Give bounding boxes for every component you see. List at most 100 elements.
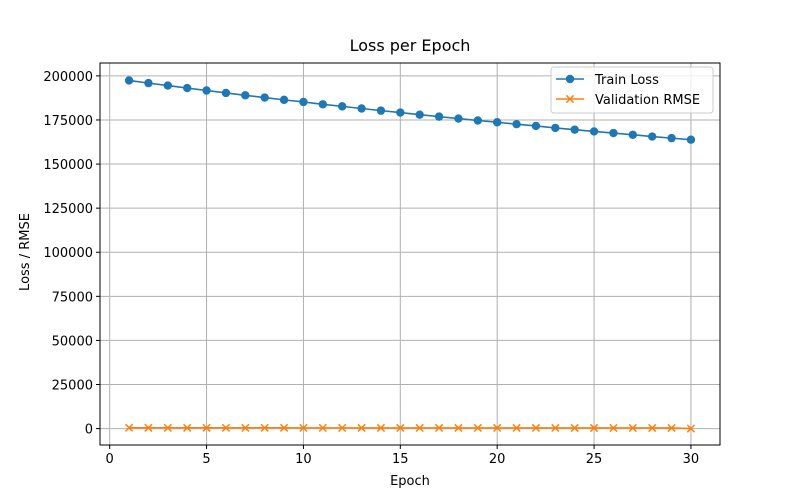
data-point-stroke: [299, 423, 308, 433]
data-point: [647, 132, 657, 141]
y-tick-label: 0: [85, 423, 93, 438]
data-point-stroke: [163, 423, 172, 432]
y-tick-label: 50000: [52, 334, 93, 349]
data-point-stroke: [221, 423, 231, 432]
data-point: [512, 423, 521, 433]
data-point-stroke: [589, 423, 599, 433]
data-point: [144, 423, 153, 432]
data-point-stroke: [648, 423, 657, 433]
x-tick-label: 15: [392, 452, 409, 467]
data-point-stroke: [124, 423, 134, 432]
data-point-stroke: [279, 423, 289, 432]
axis-ticks: 0 5 10 15 20 25 30 0 25000 50000 75000 100000 125000…: [43, 70, 699, 467]
x-tick-label: 10: [295, 452, 312, 467]
data-point: [318, 100, 328, 109]
data-point: [570, 423, 579, 433]
data-point: [609, 128, 618, 138]
data-point: [551, 123, 560, 133]
y-tick-label: 25000: [52, 379, 93, 394]
data-point: [454, 423, 463, 433]
y-tick-label: 75000: [52, 290, 93, 305]
data-point: [551, 423, 560, 433]
data-point: [434, 423, 444, 433]
data-point: [609, 423, 618, 433]
data-point: [279, 423, 289, 432]
data-point: [202, 423, 211, 432]
data-point: [221, 88, 231, 98]
data-point-stroke: [609, 423, 618, 433]
data-point: [357, 423, 366, 433]
data-point-stroke: [473, 423, 482, 433]
data-point: [338, 423, 347, 433]
data-point: [124, 76, 134, 85]
data-point: [473, 423, 482, 433]
data-point-stroke: [512, 423, 521, 433]
grid-lines: [100, 63, 720, 445]
data-point-stroke: [628, 423, 637, 433]
data-point: [221, 423, 231, 432]
chart-title: Loss per Epoch: [350, 36, 471, 55]
data-point-stroke: [667, 423, 676, 433]
data-point: [182, 83, 192, 93]
data-point-stroke: [531, 423, 541, 433]
data-point-stroke: [338, 423, 347, 433]
legend: Train Loss Validation RMSE: [550, 66, 714, 114]
data-point: [376, 423, 386, 433]
data-point: [260, 423, 269, 432]
data-point-stroke: [551, 423, 560, 433]
y-axis-title: Loss / RMSE: [18, 213, 33, 291]
legend-marker-circle: [565, 74, 575, 84]
data-point: [241, 91, 250, 100]
data-point: [628, 423, 637, 433]
data-point: [260, 93, 269, 102]
data-point-stroke: [376, 423, 386, 433]
data-point-stroke: [318, 423, 327, 433]
data-point: [318, 423, 327, 433]
y-tick-label: 150000: [43, 158, 93, 173]
data-point: [531, 423, 541, 433]
data-point: [667, 133, 676, 143]
x-tick-label: 20: [489, 452, 506, 467]
data-point: [183, 423, 192, 432]
y-tick-label: 125000: [43, 202, 93, 217]
data-point: [648, 423, 657, 433]
data-point: [163, 81, 173, 90]
data-point: [628, 130, 638, 139]
data-point-stroke: [493, 423, 502, 433]
data-point: [144, 78, 153, 88]
data-point: [531, 121, 541, 131]
data-point-stroke: [415, 423, 424, 433]
x-axis-title: Epoch: [390, 474, 430, 489]
data-point-stroke: [183, 423, 192, 432]
data-point-stroke: [202, 423, 211, 432]
data-point: [570, 125, 579, 134]
data-point: [415, 110, 424, 119]
x-tick-label: 30: [683, 452, 700, 467]
data-point: [241, 423, 250, 432]
data-point: [396, 423, 405, 433]
data-point: [492, 118, 502, 127]
data-point: [686, 135, 696, 144]
y-tick-label: 100000: [43, 246, 93, 261]
series-layer: [124, 76, 696, 433]
data-point: [357, 104, 366, 113]
x-tick-label: 25: [586, 452, 603, 467]
data-point: [589, 127, 599, 136]
plot-frame: [99, 62, 721, 446]
data-point-stroke: [260, 423, 269, 432]
data-point: [454, 114, 463, 123]
data-point: [299, 97, 308, 107]
data-point-stroke: [396, 423, 405, 433]
data-point-stroke: [454, 423, 463, 433]
data-point-stroke: [144, 423, 153, 432]
data-point: [667, 423, 676, 433]
data-point-stroke: [434, 423, 444, 433]
data-point-stroke: [686, 424, 696, 433]
data-point: [589, 423, 599, 433]
data-point: [396, 108, 405, 117]
y-tick-label: 175000: [43, 114, 93, 129]
data-point: [434, 112, 444, 121]
data-point-stroke: [570, 423, 579, 433]
